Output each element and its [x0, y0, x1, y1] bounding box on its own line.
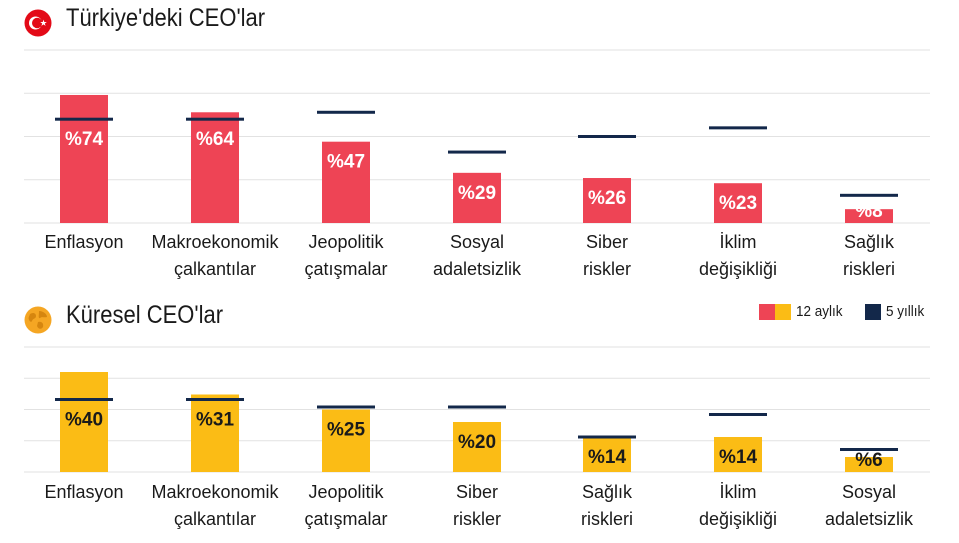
global-value-label: %31	[196, 410, 234, 431]
turkey-bar-12-month	[322, 141, 370, 223]
turkey-value-label: %23	[719, 193, 757, 214]
turkey-value-label: %8	[855, 201, 882, 222]
global-category-label: Jeopolitik	[308, 482, 384, 502]
turkey-category-label: Enflasyon	[44, 232, 123, 252]
turkey-category-label: değişikliği	[699, 259, 777, 279]
global-category-label: Enflasyon	[44, 482, 123, 502]
global-category-label: değişikliği	[699, 509, 777, 529]
legend-12-month-label: 12 aylık	[795, 303, 843, 320]
turkey-category-label: adaletsizlik	[433, 259, 522, 279]
turkey-chart-title: Türkiye'deki CEO'lar	[66, 4, 266, 32]
turkey-category-label: çatışmalar	[304, 259, 387, 279]
global-bar-12-month	[453, 422, 501, 472]
turkey-category-label: riskler	[583, 259, 631, 279]
turkey-category-label: riskleri	[843, 259, 895, 279]
legend-swatch-yellow	[774, 303, 791, 320]
turkey-marker-5-year	[186, 117, 244, 121]
legend-swatch-red	[758, 303, 775, 320]
global-chart-title: Küresel CEO'lar	[66, 301, 224, 329]
global-value-label: %6	[855, 450, 882, 471]
turkey-value-label: %26	[588, 188, 626, 209]
global-marker-5-year	[578, 435, 636, 439]
turkey-marker-5-year	[840, 193, 898, 197]
turkey-marker-5-year	[55, 117, 113, 121]
global-bar-12-month	[191, 394, 239, 472]
global-value-label: %14	[719, 447, 757, 468]
turkey-marker-5-year	[578, 135, 636, 138]
turkey-category-label: çalkantılar	[174, 259, 256, 279]
turkey-ceo-chart: %74 Enflasyon %64 Makroekonomik çalkantılar%…	[24, 49, 930, 279]
globe-icon	[24, 306, 52, 334]
global-category-label: riskler	[453, 509, 501, 529]
turkey-category-label: Makroekonomik	[151, 232, 279, 252]
turkey-marker-5-year	[317, 110, 375, 114]
turkey-category-label: Jeopolitik	[308, 232, 384, 252]
turkey-bar-12-month	[453, 172, 501, 223]
turkey-marker-5-year	[709, 126, 767, 130]
global-marker-5-year	[317, 405, 375, 409]
turkey-value-label: %74	[65, 129, 103, 150]
turkey-value-label: %47	[327, 152, 365, 173]
global-value-label: %20	[458, 432, 496, 453]
turkey-category-label: Sağlık	[844, 232, 895, 252]
global-category-label: riskleri	[581, 509, 633, 529]
turkey-category-label: Sosyal	[450, 232, 504, 252]
turkey-marker-5-year	[448, 150, 506, 154]
global-marker-5-year	[186, 398, 244, 401]
turkey-bar-12-month	[191, 112, 239, 223]
turkey-bar-12-month	[845, 209, 893, 223]
global-category-label: Sağlık	[582, 482, 633, 502]
global-bar-12-month	[845, 457, 893, 472]
global-category-label: çalkantılar	[174, 509, 256, 529]
turkey-bar-12-month	[60, 94, 108, 223]
global-category-label: İklim	[720, 482, 757, 502]
turkey-category-label: Siber	[586, 232, 628, 252]
global-bar-12-month	[714, 437, 762, 472]
global-category-label: Makroekonomik	[151, 482, 279, 502]
global-category-label: Sosyal	[842, 482, 896, 502]
global-marker-5-year	[448, 405, 506, 409]
global-value-label: %14	[588, 447, 626, 468]
global-marker-5-year	[55, 398, 113, 401]
global-marker-5-year	[709, 413, 767, 416]
turkey-value-label: %29	[458, 183, 496, 204]
turkey-bar-12-month	[583, 178, 631, 223]
global-value-label: %25	[327, 420, 365, 441]
chart-legend: 12 aylık 5 yıllık	[758, 303, 929, 320]
global-bar-12-month	[583, 437, 631, 472]
legend-5-year-label: 5 yıllık	[886, 303, 925, 320]
turkey-category-label: İklim	[720, 232, 757, 252]
global-bar-12-month	[322, 409, 370, 472]
legend-swatch-navy	[865, 303, 882, 320]
turkey-flag-icon	[24, 9, 52, 37]
global-marker-5-year	[840, 448, 898, 451]
global-bar-12-month	[60, 372, 108, 472]
turkey-value-label: %64	[196, 129, 234, 150]
global-category-label: çatışmalar	[304, 509, 387, 529]
turkey-bar-12-month	[714, 183, 762, 223]
global-category-label: adaletsizlik	[825, 509, 914, 529]
global-category-label: Siber	[456, 482, 498, 502]
global-value-label: %40	[65, 410, 103, 431]
